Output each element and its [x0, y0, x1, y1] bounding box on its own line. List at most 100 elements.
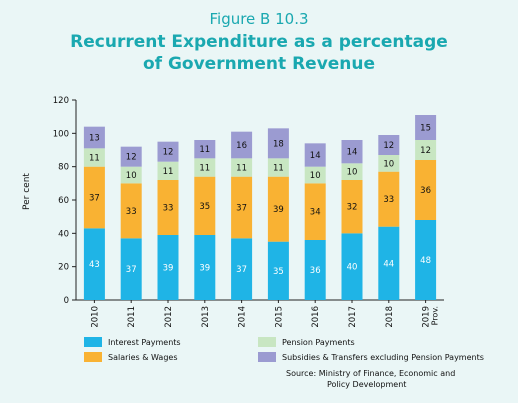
data-label: 12 [383, 141, 394, 151]
data-label: 33 [383, 195, 394, 205]
data-label: 11 [199, 164, 210, 174]
bar-segment [415, 160, 437, 220]
bar-segment [83, 166, 105, 229]
bar-segment [378, 171, 400, 227]
legend-swatch-salaries [84, 352, 102, 362]
data-label: 33 [126, 207, 137, 217]
data-label: 37 [236, 265, 247, 275]
legend-swatch-interest [84, 337, 102, 347]
bar-segment [341, 233, 363, 300]
y-tick-label: 20 [58, 263, 69, 273]
legend-swatch-subsidies [258, 352, 276, 362]
data-label: 37 [89, 194, 100, 204]
legend-label-salaries: Salaries & Wages [108, 352, 178, 362]
x-tick-label: 2011 [127, 306, 137, 328]
legend-label-subsidies: Subsidies & Transfers excluding Pension … [282, 352, 484, 362]
legend-pension: Pension Payments [258, 337, 355, 347]
bar-segment [120, 183, 142, 239]
bar-segment [378, 155, 400, 172]
title-line-2: of Government Revenue [142, 54, 376, 74]
bar-segment [120, 166, 142, 184]
data-label: 32 [347, 203, 358, 213]
data-label: 39 [273, 205, 284, 215]
x-tick-label: 2013 [201, 306, 211, 328]
data-label: 34 [310, 208, 321, 218]
x-tick-label: 2016 [311, 306, 321, 328]
legend-interest: Interest Payments [84, 337, 181, 347]
data-label: 15 [420, 124, 431, 134]
bar-segment [194, 158, 216, 177]
data-label: 16 [236, 141, 247, 151]
data-label: 39 [163, 264, 174, 274]
bar-segment [415, 220, 437, 300]
bar-segment [267, 128, 289, 159]
bar-segment [415, 140, 437, 160]
bar-segment [267, 158, 289, 177]
data-label: 11 [273, 164, 284, 174]
data-label: 43 [89, 260, 100, 270]
data-label: 10 [347, 168, 358, 178]
y-tick-label: 0 [64, 296, 69, 306]
bar-segment [341, 180, 363, 234]
y-tick-label: 120 [53, 96, 69, 106]
data-label: 18 [273, 139, 284, 149]
stacked-bar-chart: 0 20 40 60 80 100 120 43 37 11 13 2010 37 33 10 12 2011 3… [53, 96, 444, 328]
x-tick-label: 2017 [348, 306, 358, 328]
x-tick-label: 2019 [422, 306, 432, 328]
legend-label-pension: Pension Payments [282, 337, 355, 347]
data-label: 10 [310, 171, 321, 181]
y-tick-label: 80 [58, 163, 69, 173]
x-tick-label: 2018 [385, 306, 395, 328]
bar-segment [304, 240, 326, 300]
data-label: 39 [199, 264, 210, 274]
bar-segment [231, 131, 253, 159]
data-label: 33 [163, 204, 174, 214]
data-label: 40 [347, 263, 358, 273]
bar-segment [231, 238, 253, 300]
data-label: 37 [126, 265, 137, 275]
bar-segment [341, 140, 363, 164]
legend-salaries: Salaries & Wages [84, 352, 178, 362]
data-label: 48 [420, 256, 431, 266]
data-label: 35 [273, 267, 284, 277]
bar-segment [194, 235, 216, 300]
source-line-1: Source: Ministry of Finance, Economic an… [286, 369, 456, 378]
legend-swatch-pension [258, 337, 276, 347]
bar-segment [194, 176, 216, 235]
legend-label-interest: Interest Payments [108, 337, 181, 347]
source-line-2: Policy Development [327, 380, 407, 389]
data-label: 37 [236, 204, 247, 214]
data-label: 10 [383, 159, 394, 169]
data-label: 11 [163, 167, 174, 177]
x-tick-label: 2010 [90, 306, 100, 328]
data-label: 14 [310, 151, 321, 161]
data-label: 11 [89, 154, 100, 164]
bar-segment [415, 115, 437, 140]
data-label: 14 [347, 148, 358, 158]
bar-segment [157, 235, 179, 300]
legend-subsidies: Subsidies & Transfers excluding Pension … [258, 352, 484, 362]
data-label: 13 [89, 134, 100, 144]
x-tick-label: 2012 [164, 306, 174, 328]
data-label: 10 [126, 171, 137, 181]
bar-segment [304, 166, 326, 184]
bar-segment [267, 241, 289, 300]
bar-segment [378, 226, 400, 300]
bar-segment [120, 238, 142, 300]
bar-segment [83, 148, 105, 167]
bar-segment [157, 180, 179, 235]
data-label: 35 [199, 202, 210, 212]
data-label: 11 [199, 145, 210, 155]
bar-segment [231, 158, 253, 177]
data-label: 11 [236, 164, 247, 174]
bar-segment [341, 163, 363, 180]
data-label: 36 [420, 186, 431, 196]
x-tick-label: 2014 [238, 306, 248, 328]
data-label: 12 [126, 153, 137, 163]
bar-segment [157, 161, 179, 180]
chart-title: Recurrent Expenditure as a percentage of… [0, 31, 518, 75]
bar-segment [231, 176, 253, 239]
data-label: 12 [163, 148, 174, 158]
y-tick-label: 40 [58, 229, 69, 239]
x-tick-label: 2015 [274, 306, 284, 328]
